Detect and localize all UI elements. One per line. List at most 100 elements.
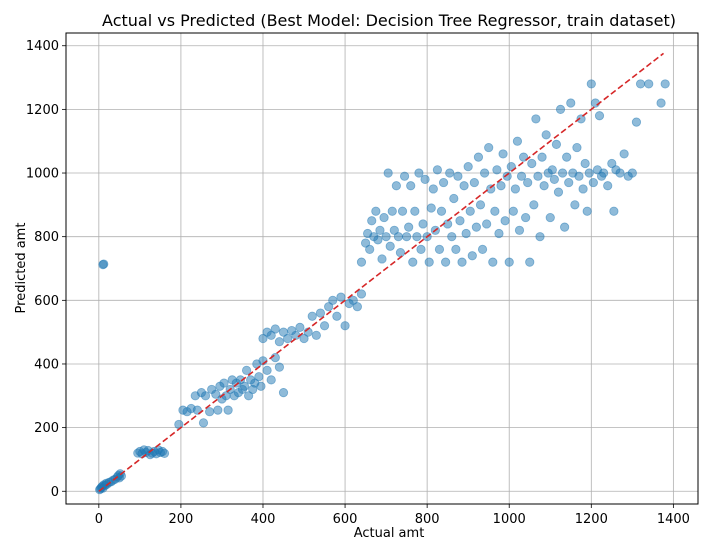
data-point — [572, 142, 582, 153]
data-point — [278, 388, 289, 398]
data-point — [426, 203, 436, 213]
data-point — [660, 79, 670, 89]
data-point — [270, 324, 280, 334]
data-point — [387, 206, 397, 216]
data-point — [379, 212, 389, 223]
data-point — [609, 206, 619, 216]
data-point — [116, 471, 127, 481]
data-point — [455, 216, 465, 226]
data-point — [348, 295, 358, 305]
data-point — [295, 322, 305, 332]
data-point — [258, 333, 268, 344]
data-point — [447, 232, 457, 242]
data-point — [262, 365, 272, 375]
data-point — [549, 174, 559, 184]
data-point — [523, 177, 533, 188]
x-tick-label: 400 — [251, 512, 276, 527]
data-point — [477, 244, 488, 255]
data-point — [420, 174, 430, 184]
data-point — [537, 152, 547, 162]
data-point — [471, 222, 481, 232]
data-point — [205, 407, 215, 417]
data-point — [457, 257, 467, 267]
data-point — [416, 244, 426, 255]
y-tick-label: 1400 — [26, 39, 59, 54]
x-tick-label: 1400 — [657, 512, 690, 527]
data-point — [235, 375, 246, 385]
data-point — [307, 311, 317, 321]
data-point — [580, 158, 590, 169]
data-point — [516, 171, 527, 181]
data-point — [529, 200, 539, 210]
data-point — [504, 257, 514, 267]
data-point — [494, 228, 504, 239]
data-point — [356, 289, 367, 299]
data-point — [360, 238, 371, 248]
data-point — [531, 114, 541, 124]
data-point — [502, 171, 512, 181]
data-point — [656, 98, 666, 108]
data-point — [256, 381, 266, 391]
data-point — [200, 391, 211, 401]
data-point — [375, 225, 385, 235]
data-point — [410, 206, 420, 216]
data-point — [555, 104, 566, 114]
chart-title: Actual vs Predicted (Best Model: Decisio… — [102, 11, 676, 30]
reference-line — [98, 52, 665, 492]
data-point — [467, 251, 477, 261]
data-point — [635, 79, 646, 89]
data-point — [438, 177, 449, 188]
data-point — [475, 200, 486, 210]
data-point — [486, 184, 496, 194]
x-tick-label: 1000 — [493, 512, 526, 527]
data-point — [479, 168, 490, 178]
x-tick-label: 600 — [333, 512, 358, 527]
data-point — [192, 405, 202, 415]
data-point — [340, 321, 350, 331]
data-point — [406, 181, 416, 191]
y-tick-label: 1000 — [26, 167, 59, 182]
x-axis-ticks: 0 200 400 600 800 1000 1200 1400 — [95, 504, 690, 527]
data-point — [533, 171, 543, 181]
data-point — [484, 142, 494, 153]
data-point — [508, 206, 518, 216]
data-point — [562, 152, 572, 162]
data-point — [428, 184, 438, 194]
grid-lines — [66, 33, 698, 504]
data-point — [399, 171, 410, 181]
y-tick-label: 1200 — [26, 103, 59, 118]
y-axis-label: Predicted amt — [14, 223, 29, 314]
data-point — [274, 362, 285, 372]
data-point — [594, 111, 605, 121]
x-tick-label: 800 — [415, 512, 440, 527]
data-point — [395, 247, 406, 258]
identity-line — [98, 52, 665, 492]
data-point — [551, 139, 562, 149]
data-point — [578, 184, 588, 194]
data-point — [588, 177, 598, 188]
data-point — [492, 165, 502, 175]
data-point — [500, 216, 510, 226]
data-point — [586, 79, 596, 89]
data-point — [527, 158, 537, 169]
data-point — [566, 98, 576, 108]
data-point — [432, 165, 443, 175]
data-point — [332, 311, 342, 321]
data-point — [545, 212, 555, 223]
data-point — [482, 219, 492, 229]
data-point — [603, 181, 613, 191]
data-point — [211, 389, 221, 399]
data-point — [389, 225, 399, 235]
data-point — [315, 308, 326, 318]
data-point — [463, 162, 473, 172]
data-point — [241, 365, 252, 375]
data-point — [582, 206, 592, 216]
data-point — [393, 232, 404, 242]
data-point — [539, 181, 549, 191]
data-point — [557, 168, 568, 178]
data-point — [627, 168, 637, 178]
data-point — [535, 232, 545, 242]
data-point — [254, 372, 264, 382]
data-point — [496, 181, 506, 191]
data-point — [219, 378, 229, 388]
